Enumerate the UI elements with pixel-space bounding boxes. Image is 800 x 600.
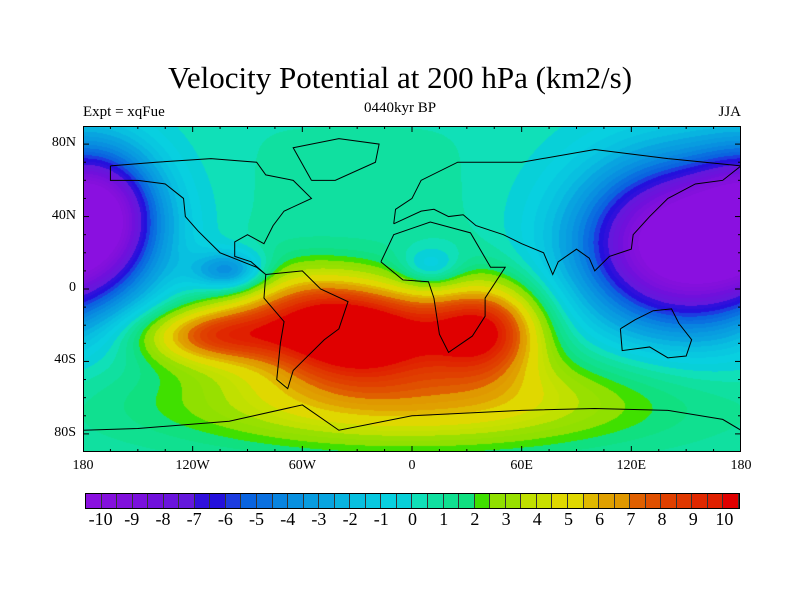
colorbar-box xyxy=(132,494,149,508)
x-tick-label: 120E xyxy=(616,458,647,473)
colorbar-box xyxy=(459,494,475,508)
coastline-greenland xyxy=(292,138,380,181)
colorbar-label: -1 xyxy=(373,509,389,529)
colorbar-label: -9 xyxy=(124,509,140,529)
season-label: JJA xyxy=(718,104,741,120)
colorbar-label: -10 xyxy=(88,509,113,529)
colorbar-box xyxy=(381,494,397,508)
colorbar-label: 2 xyxy=(470,509,480,529)
x-tick-label: 120W xyxy=(175,458,210,473)
colorbar-box xyxy=(334,494,351,508)
y-tick-label: 0 xyxy=(69,280,76,295)
x-tick-label: 0 xyxy=(408,458,416,473)
colorbar-label: 10 xyxy=(715,509,734,529)
coastline-north-america xyxy=(109,158,313,275)
colorbar-box xyxy=(148,494,164,508)
colorbar-box xyxy=(241,494,258,508)
colorbar-box xyxy=(86,494,102,508)
y-tick-label: 40S xyxy=(54,352,76,368)
colorbar-box xyxy=(365,494,382,508)
colorbar-box xyxy=(723,494,739,508)
plot-title: Velocity Potential at 200 hPa (km2/s) xyxy=(167,60,633,95)
colorbar-box xyxy=(163,494,180,508)
y-tick-label: 80S xyxy=(54,424,76,440)
colorbar-box xyxy=(536,494,553,508)
colorbar-box xyxy=(303,494,320,508)
colorbar-label: -4 xyxy=(280,509,296,529)
colorbar-label: -2 xyxy=(342,509,358,529)
colorbar-box xyxy=(101,494,118,508)
colorbar-box xyxy=(567,494,584,508)
map-panel xyxy=(83,126,741,452)
colorbar-box xyxy=(474,494,491,508)
colorbar-label: -6 xyxy=(217,509,233,529)
colorbar-label: 1 xyxy=(439,509,449,529)
map-overlay xyxy=(83,126,741,452)
colorbar-label: -8 xyxy=(155,509,171,529)
colorbar-box xyxy=(257,494,273,508)
colorbar-label: 3 xyxy=(501,509,511,529)
colorbar-box xyxy=(428,494,444,508)
colorbar-label: 5 xyxy=(563,509,573,529)
colorbar-box xyxy=(552,494,568,508)
coastline-antarctica xyxy=(83,404,741,431)
x-tick-label: 60E xyxy=(510,458,533,473)
x-tick-label: 60W xyxy=(288,458,316,473)
period-label: 0440kyr BP xyxy=(363,100,437,116)
colorbar-box xyxy=(412,494,429,508)
colorbar-box xyxy=(319,494,335,508)
colorbar-label: -3 xyxy=(311,509,327,529)
coastline-africa xyxy=(380,221,507,354)
colorbar-label: -5 xyxy=(249,509,265,529)
colorbar-label: 7 xyxy=(626,509,636,529)
coastline-south-america xyxy=(263,270,349,390)
x-tick-label: 180 xyxy=(730,458,752,473)
colorbar xyxy=(85,493,740,509)
colorbar-box xyxy=(288,494,304,508)
colorbar-box xyxy=(210,494,226,508)
colorbar-box xyxy=(225,494,242,508)
colorbar-box xyxy=(117,494,133,508)
colorbar-box xyxy=(194,494,211,508)
y-tick-label: 80N xyxy=(51,135,76,151)
colorbar-label: 8 xyxy=(657,509,667,529)
colorbar-box xyxy=(490,494,506,508)
colorbar-label: 0 xyxy=(408,509,417,529)
colorbar-box xyxy=(676,494,693,508)
y-tick-label: 40N xyxy=(51,207,76,223)
coastline-australia xyxy=(619,308,693,359)
colorbar-box xyxy=(179,494,195,508)
colorbar-box xyxy=(599,494,615,508)
velocity-potential-field xyxy=(83,126,741,452)
colorbar-box xyxy=(630,494,646,508)
colorbar-box xyxy=(707,494,724,508)
colorbar-box xyxy=(692,494,708,508)
colorbar-box xyxy=(614,494,631,508)
colorbar-box xyxy=(505,494,522,508)
colorbar-box xyxy=(583,494,600,508)
colorbar-box xyxy=(645,494,662,508)
colorbar-label: 9 xyxy=(688,509,698,529)
colorbar-label: 4 xyxy=(532,509,542,529)
experiment-label: Expt = xqFue xyxy=(83,104,165,120)
x-tick-label: 180 xyxy=(72,458,94,473)
colorbar-box xyxy=(396,494,413,508)
coastline-eurasia xyxy=(393,149,741,276)
map-frame xyxy=(83,126,741,452)
colorbar-label: -7 xyxy=(186,509,202,529)
colorbar-box xyxy=(272,494,289,508)
colorbar-box xyxy=(350,494,366,508)
colorbar-box xyxy=(443,494,460,508)
colorbar-box xyxy=(521,494,537,508)
colorbar-box xyxy=(661,494,677,508)
colorbar-label: 6 xyxy=(595,509,605,529)
